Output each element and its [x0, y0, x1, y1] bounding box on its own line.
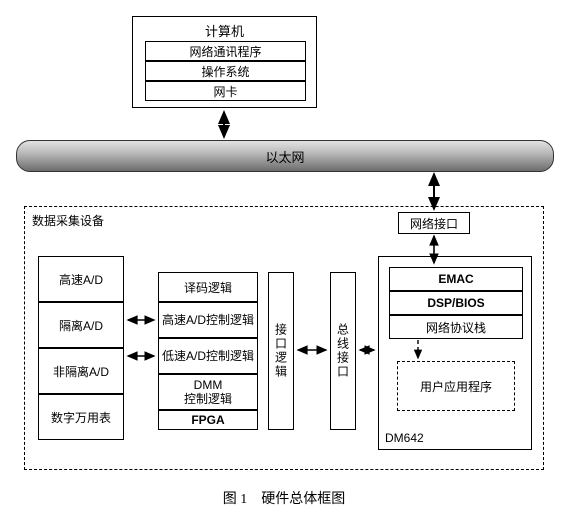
- dm642-outer: EMAC DSP/BIOS 网络协议栈 用户应用程序 DM642: [378, 256, 532, 450]
- dm642-row-0: EMAC: [389, 267, 523, 291]
- ethernet-pipe: 以太网: [16, 140, 554, 172]
- fpga-row-1: 高速A/D控制逻辑: [158, 302, 258, 338]
- left-1: 隔离A/D: [38, 302, 124, 348]
- fpga-label: FPGA: [158, 410, 258, 430]
- dm642-row-2: 网络协议栈: [389, 315, 523, 339]
- left-0: 高速A/D: [38, 256, 124, 302]
- busif: 总线接口: [330, 272, 356, 430]
- computer-row-2: 网卡: [145, 81, 306, 101]
- iflogic: 接口逻辑: [268, 272, 294, 430]
- fpga-row-0: 译码逻辑: [158, 272, 258, 302]
- dm642-label: DM642: [385, 431, 424, 445]
- figure-caption: 图 1 硬件总体框图: [10, 488, 558, 508]
- fpga-row-3: DMM 控制逻辑: [158, 374, 258, 410]
- computer-row-1: 操作系统: [145, 61, 306, 81]
- dm642-app: 用户应用程序: [397, 361, 515, 411]
- ethernet-label: 以太网: [265, 147, 304, 166]
- fpga-row-2: 低速A/D控制逻辑: [158, 338, 258, 374]
- dm642-row-1: DSP/BIOS: [389, 291, 523, 315]
- left-3: 数字万用表: [38, 394, 124, 440]
- iflogic-label: 接口逻辑: [273, 323, 290, 379]
- device-title: 数据采集设备: [32, 212, 104, 229]
- computer-row-0: 网络通讯程序: [145, 41, 306, 61]
- fpga-outer: 译码逻辑 高速A/D控制逻辑 低速A/D控制逻辑 DMM 控制逻辑 FPGA: [158, 272, 258, 442]
- diagram-root: 计算机 网络通讯程序 操作系统 网卡 以太网 数据采集设备 网络接口 高速A/D…: [10, 10, 558, 515]
- busif-label: 总线接口: [335, 323, 352, 379]
- left-2: 非隔离A/D: [38, 348, 124, 394]
- computer-outer: 计算机 网络通讯程序 操作系统 网卡: [132, 16, 317, 108]
- net-interface: 网络接口: [398, 212, 470, 234]
- computer-title: 计算机: [133, 21, 316, 40]
